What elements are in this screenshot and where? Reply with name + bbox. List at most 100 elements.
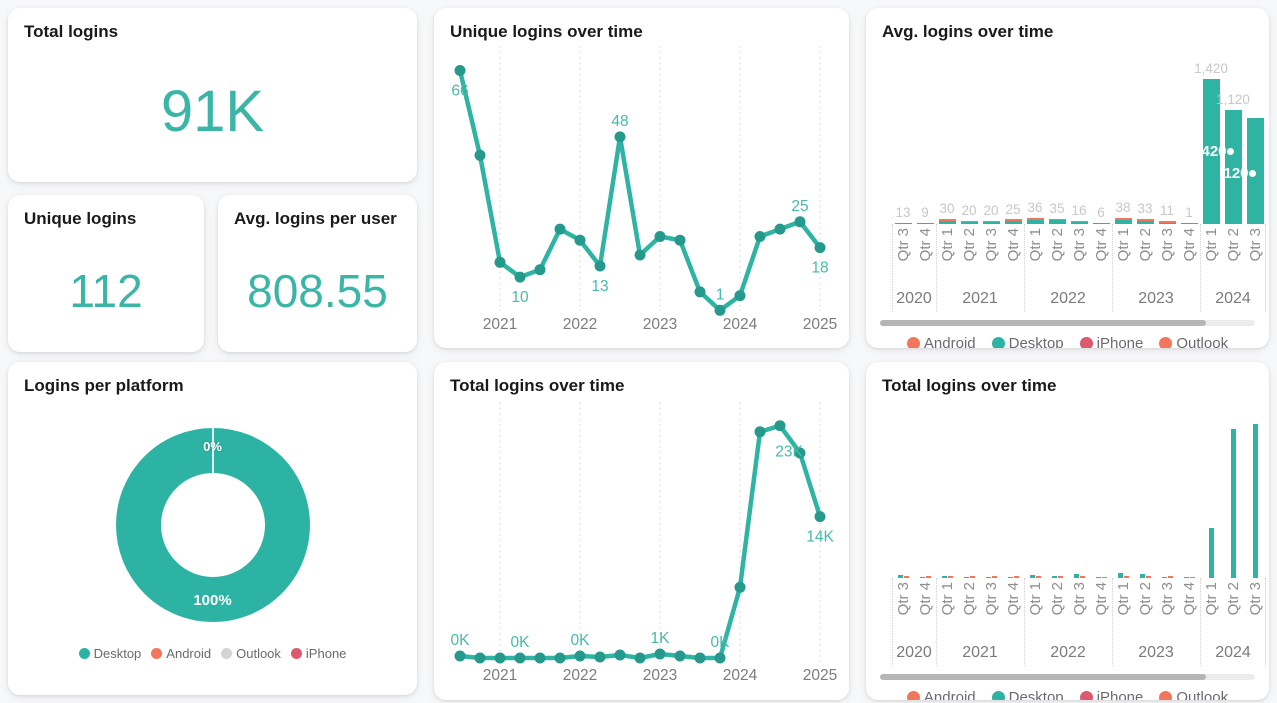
bar-slot [936,576,958,578]
bar-value-label: 36 [1027,200,1043,216]
desktop-bar [963,576,969,578]
grouped-bars [1007,576,1019,578]
legend-item-desktop[interactable]: Desktop [991,689,1064,700]
kpi-card-total-logins: Total logins 91K [8,8,417,182]
total-logins-line-chart: 2021 2022 2023 2024 2025 0K 0K 0K 1K 0K 23K 14K [451,402,837,684]
data-point [514,652,526,664]
stacked-bar [960,220,978,224]
card-unique-logins-over-time: 2021 2022 2023 2024 2025 66 10 13 48 1 25 18 Unique… [434,8,849,348]
data-point [634,249,646,261]
legend-item-iphone[interactable]: iPhone [1079,689,1143,700]
android-bar-segment [960,220,978,222]
quarter-tick: Qtr 4 [916,228,934,262]
quarter-tick: Qtr 1 [1026,228,1044,262]
bar-value-label: 1 [1185,204,1193,220]
bar-groups-row: Qtr 3 Qtr 4 2020 Qtr 1 Qtr 2 Qtr 3 Qtr 4 2021 Qt… [892,418,1266,666]
android-bar [1079,576,1085,578]
group-bars [1112,418,1200,578]
android-legend-dot-icon [151,648,163,659]
quarter-tick: Qtr 4 [1092,582,1110,616]
legend-item-android[interactable]: Android [151,646,211,661]
x-scrollbar[interactable] [880,674,1255,680]
android-bar-segment [1026,218,1044,221]
desktop-bar [1230,429,1236,578]
bar-slot [1178,576,1200,578]
quarter-tick: Qtr 4 [1180,582,1198,616]
year-label: 2023 [1138,290,1174,307]
bar-slot: 9 [914,205,936,224]
grouped-bars [1073,574,1085,578]
legend-item-desktop[interactable]: Desktop [78,646,141,661]
bar-slot [1200,528,1222,578]
bar-value-label: 1,420 [1194,61,1228,77]
data-point [634,652,646,664]
total-logins-bars-chart-title: Total logins over time [882,376,1057,395]
year-group-2022: Qtr 1 Qtr 2 Qtr 3 Qtr 4 2022 [1024,418,1112,666]
legend-item-outlook[interactable]: Outlook [1159,689,1228,700]
year-label: 2022 [1050,644,1086,661]
group-bars: 38 33 11 1 [1112,58,1200,224]
data-point [454,65,466,76]
x-scrollbar-thumb[interactable] [880,674,1207,680]
desktop-legend-dot-icon [991,337,1005,348]
legend-label: iPhone [1096,335,1144,348]
year-group-2023: 38 33 11 1 Qtr 1 Qtr 2 Qtr 3 Qtr 4 2023 [1112,58,1200,312]
quarter-labels-row: Qtr 1 Qtr 2 Qtr 3 [1200,578,1266,640]
group-separator [1265,224,1266,312]
data-point [654,648,666,660]
android-bar [925,576,931,578]
year-group-2020: Qtr 3 Qtr 4 2020 [892,418,936,666]
quarter-labels-row: Qtr 1 Qtr 2 Qtr 3 Qtr 4 [1024,224,1112,286]
data-point [674,650,686,662]
grouped-bars [1252,424,1258,578]
quarter-labels-row: Qtr 1 Qtr 2 Qtr 3 [1200,224,1266,286]
android-bar-segment [1158,221,1176,223]
card-avg-logins-over-time: Avg. logins over time 13 9 Qtr 3 Qtr 4 2020 3… [866,8,1269,348]
donut-legend: Desktop Android Outlook iPhone [78,646,346,661]
desktop-bar [1161,576,1167,578]
group-separator [1200,224,1201,312]
stacked-bar: 120 [1224,109,1256,224]
quarter-tick: Qtr 1 [938,582,956,616]
data-point [514,271,526,283]
bar-value-label: 33 [1137,201,1153,217]
legend-item-iphone[interactable]: iPhone [290,646,346,661]
quarter-tick: Qtr 3 [1158,582,1176,616]
bar-value-label: 6 [1097,204,1105,220]
data-point [714,652,726,664]
data-point [494,652,506,664]
legend-item-outlook[interactable]: Outlook [221,646,281,661]
year-group-2024: Qtr 1 Qtr 2 Qtr 3 2024 [1200,418,1266,666]
bar-groups-row: 13 9 Qtr 3 Qtr 4 2020 30 20 20 25 Qtr 1 Qtr 2 Qtr 3… [892,58,1266,312]
unique-logins-chart-title: Unique logins over time [450,22,643,41]
data-point [534,264,546,276]
quarter-tick: Qtr 1 [1026,582,1044,616]
year-label: 2020 [896,644,932,661]
point-value-label: 66 [451,83,468,100]
grouped-bars [1208,528,1214,578]
desktop-bar [1095,577,1101,578]
data-point [614,649,626,661]
data-point [554,652,566,664]
legend-item-outlook[interactable]: Outlook [1159,335,1228,348]
legend-item-android[interactable]: Android [906,689,976,700]
iphone-legend-dot-icon [290,648,302,659]
legend-item-android[interactable]: Android [906,335,976,348]
stacked-bar [1136,219,1154,224]
bar-value-label: 1,120 [1216,91,1250,107]
android-bar [1123,576,1129,578]
bar-value-label: 20 [961,202,977,218]
x-scrollbar[interactable] [880,320,1255,326]
x-scrollbar-thumb[interactable] [880,320,1207,326]
quarter-tick: Qtr 2 [1048,582,1066,616]
quarter-tick: Qtr 3 [1246,582,1264,616]
android-bar-segment [1048,218,1066,221]
bar-slot [1090,576,1112,578]
stacked-bar [894,222,912,224]
legend-item-desktop[interactable]: Desktop [991,335,1064,348]
legend-item-iphone[interactable]: iPhone [1079,335,1144,348]
group-bars [936,418,1024,578]
bar-slot [1024,575,1046,578]
kpi-avg-logins-value: 808.55 [247,264,388,317]
